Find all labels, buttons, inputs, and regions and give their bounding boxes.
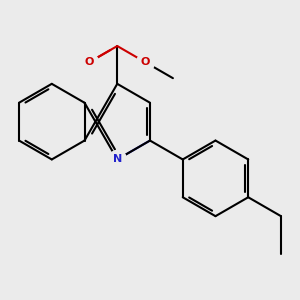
Text: O: O [85,57,94,67]
Text: O: O [140,57,150,67]
Text: N: N [112,154,122,164]
